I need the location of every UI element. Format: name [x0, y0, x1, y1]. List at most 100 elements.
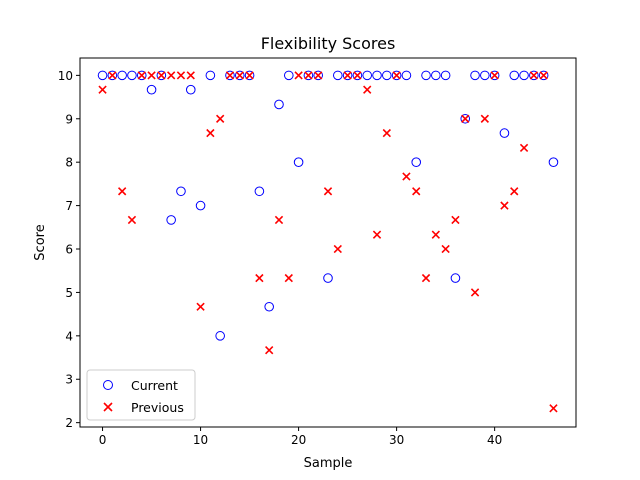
point-previous: [98, 85, 107, 94]
point-previous: [265, 345, 274, 355]
chart-title: Flexibility Scores: [261, 34, 396, 53]
point-previous: [421, 273, 431, 283]
point-current: [166, 215, 176, 225]
legend-label-previous: Previous: [131, 400, 184, 415]
legend-label-current: Current: [131, 378, 178, 393]
point-previous: [274, 215, 284, 225]
point-previous: [451, 215, 460, 225]
x-tick-label: 0: [99, 433, 107, 447]
point-current: [283, 70, 294, 81]
point-current: [382, 70, 392, 81]
point-current: [401, 70, 412, 81]
point-previous: [500, 201, 509, 210]
point-previous: [529, 71, 539, 80]
series-current: [97, 70, 559, 341]
point-current: [480, 70, 490, 81]
point-previous: [461, 114, 470, 123]
point-current: [529, 70, 539, 81]
point-previous: [363, 85, 372, 94]
point-current: [117, 70, 127, 81]
point-current: [362, 70, 373, 81]
x-axis-label: Sample: [304, 456, 353, 471]
point-previous: [412, 187, 421, 196]
point-current: [293, 157, 304, 167]
point-previous: [549, 404, 558, 413]
point-current: [127, 70, 137, 81]
point-previous: [117, 187, 127, 196]
x-tick-label: 40: [487, 433, 502, 447]
point-current: [176, 186, 186, 197]
point-previous: [304, 71, 313, 80]
point-previous: [519, 143, 529, 153]
series-layer: [97, 70, 559, 413]
legend-marker-previous: [103, 402, 113, 412]
point-current: [215, 331, 225, 341]
y-tick-label: 4: [65, 329, 73, 343]
y-tick-label: 10: [58, 69, 73, 83]
x-tick-label: 20: [291, 433, 306, 447]
point-previous: [392, 71, 401, 80]
point-current: [264, 301, 274, 312]
point-current: [548, 157, 559, 167]
point-current: [391, 70, 402, 81]
point-previous: [245, 71, 254, 80]
point-current: [225, 70, 235, 81]
point-current: [421, 70, 431, 81]
point-current: [342, 70, 353, 81]
y-axis: 2 3 4 5 6 7 8 9 10: [58, 69, 80, 430]
point-previous: [490, 71, 499, 80]
point-current: [333, 70, 343, 81]
point-previous: [353, 71, 362, 80]
point-previous: [216, 114, 225, 123]
point-current: [195, 200, 206, 211]
point-previous: [176, 71, 186, 80]
point-previous: [323, 187, 333, 196]
point-current: [234, 70, 245, 81]
point-current: [470, 70, 480, 81]
point-current: [136, 70, 147, 81]
point-current: [185, 84, 196, 95]
point-current: [244, 70, 255, 81]
point-previous: [147, 71, 156, 80]
point-previous: [196, 302, 205, 311]
point-current: [509, 70, 520, 81]
point-current: [274, 99, 284, 110]
point-previous: [510, 187, 519, 196]
point-previous: [127, 215, 137, 225]
point-previous: [343, 71, 352, 80]
point-previous: [333, 244, 342, 254]
y-axis-label: Score: [33, 224, 48, 260]
x-axis: 0 10 20 30 40: [99, 427, 502, 447]
y-tick-label: 9: [65, 112, 73, 126]
point-current: [440, 70, 451, 81]
y-tick-label: 8: [65, 156, 73, 170]
point-current: [489, 70, 500, 81]
point-previous: [539, 71, 548, 80]
point-previous: [186, 71, 195, 80]
point-previous: [402, 172, 411, 181]
plot-area: [79, 57, 577, 428]
point-current: [107, 70, 118, 81]
point-previous: [225, 71, 235, 80]
point-current: [205, 70, 216, 81]
point-previous: [294, 71, 303, 80]
point-current: [352, 70, 363, 81]
point-previous: [470, 288, 480, 297]
point-current: [303, 70, 314, 81]
x-tick-label: 10: [193, 433, 208, 447]
point-current: [372, 70, 382, 81]
point-current: [499, 128, 510, 138]
y-tick-label: 2: [65, 416, 73, 430]
point-previous: [480, 114, 490, 123]
point-previous: [314, 71, 323, 80]
point-current: [538, 70, 549, 81]
point-previous: [441, 244, 450, 254]
x-tick-label: 30: [389, 433, 404, 447]
point-current: [323, 273, 333, 283]
series-previous: [98, 71, 558, 413]
point-current: [97, 70, 108, 81]
y-tick-label: 5: [65, 286, 73, 300]
point-previous: [108, 71, 117, 80]
y-tick-label: 6: [65, 243, 73, 257]
